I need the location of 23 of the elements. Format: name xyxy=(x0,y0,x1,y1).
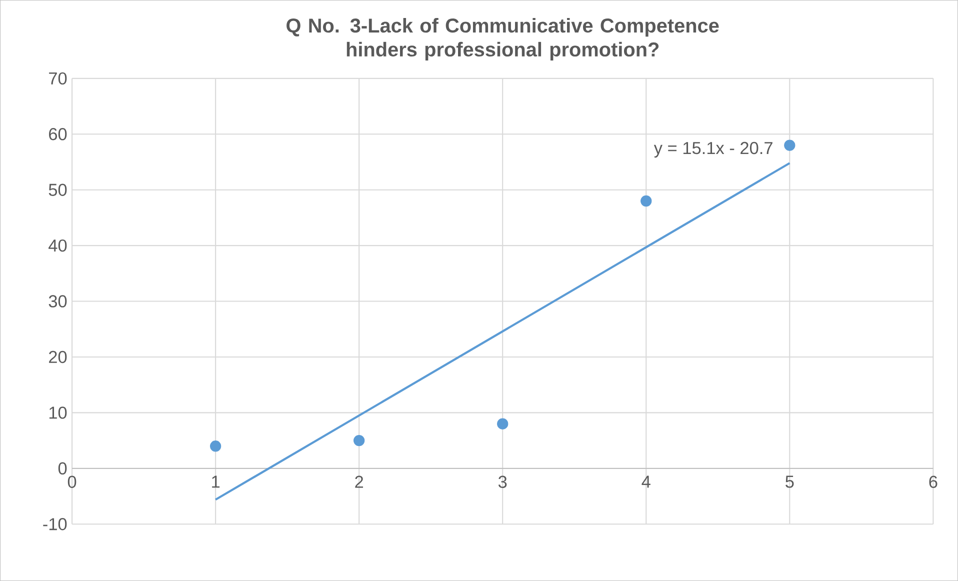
point xyxy=(497,418,508,430)
x-tick-label: 3 xyxy=(498,476,507,488)
y-tick-label: -10 xyxy=(43,518,67,530)
x-tick-label: 0 xyxy=(68,476,76,488)
y-tick-label: 60 xyxy=(49,128,67,140)
point xyxy=(784,140,796,151)
x-tick-label: 2 xyxy=(355,476,364,488)
y-tick-label: 10 xyxy=(49,406,67,419)
point xyxy=(640,195,652,207)
y-tick-label: 70 xyxy=(49,72,67,85)
y-tick-label: 20 xyxy=(49,350,67,364)
y-tick-label: 50 xyxy=(48,184,67,196)
annotation: y = 15.1x - 20.7 xyxy=(654,142,772,158)
chart-title: Q No. 3-Lack of Communicative Competence hinders professional promotion? xyxy=(286,18,719,60)
point xyxy=(210,440,222,452)
point xyxy=(354,434,365,446)
x-tick-label: 5 xyxy=(786,476,794,488)
x-tick-label: 6 xyxy=(929,476,938,488)
x-tick-label: 1 xyxy=(212,476,220,488)
y-tick-label: 0 xyxy=(58,462,67,475)
y-tick-label: 30 xyxy=(48,295,67,308)
y-tick-label: 40 xyxy=(48,239,67,252)
x-tick-label: 4 xyxy=(642,476,650,488)
